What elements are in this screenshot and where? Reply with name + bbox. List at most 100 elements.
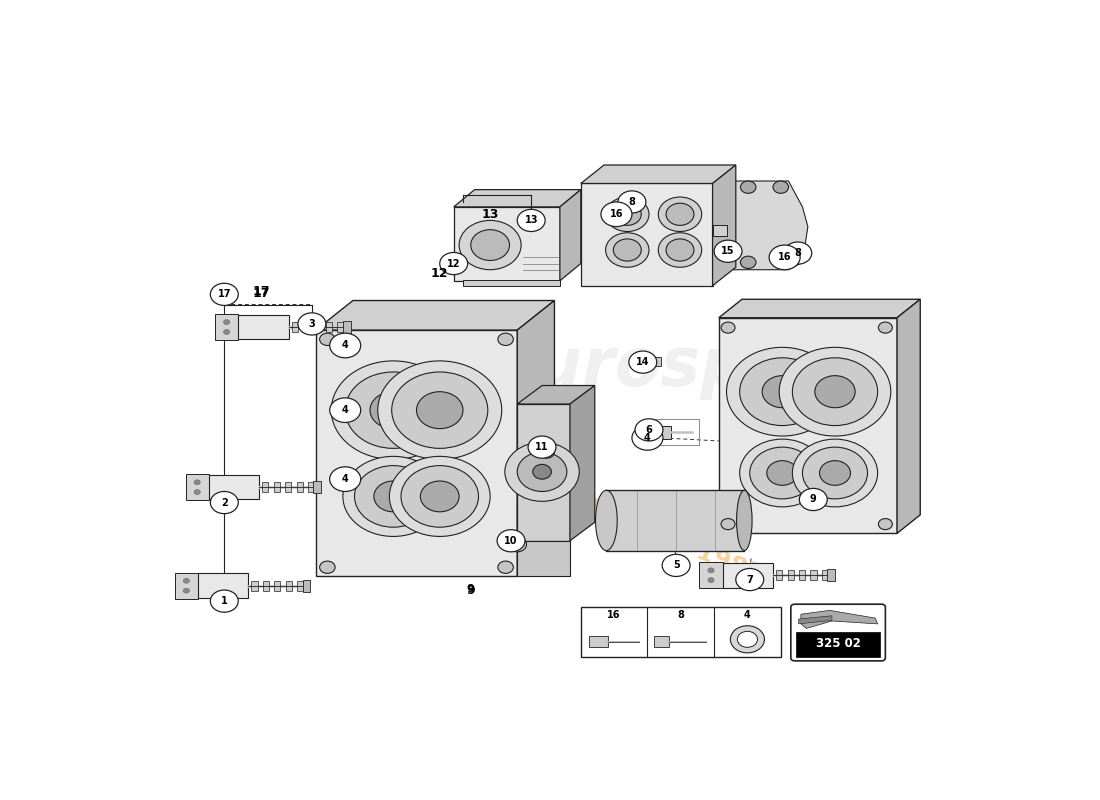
Circle shape (389, 456, 491, 537)
Circle shape (210, 491, 239, 514)
Circle shape (223, 330, 230, 334)
Polygon shape (717, 181, 807, 270)
Circle shape (517, 452, 566, 491)
FancyBboxPatch shape (338, 322, 343, 332)
FancyBboxPatch shape (649, 426, 671, 439)
FancyBboxPatch shape (292, 322, 298, 332)
FancyBboxPatch shape (198, 574, 249, 598)
Text: 4: 4 (744, 610, 751, 620)
FancyBboxPatch shape (648, 357, 661, 366)
Circle shape (532, 464, 551, 479)
Circle shape (879, 322, 892, 333)
FancyBboxPatch shape (285, 482, 292, 492)
Circle shape (769, 245, 800, 270)
Circle shape (194, 490, 200, 494)
Polygon shape (896, 299, 921, 534)
Circle shape (666, 239, 694, 261)
Text: 11: 11 (536, 442, 549, 452)
Text: 16: 16 (778, 252, 791, 262)
FancyBboxPatch shape (343, 321, 351, 333)
Circle shape (722, 518, 735, 530)
Circle shape (726, 347, 838, 436)
Circle shape (658, 197, 702, 231)
Circle shape (517, 210, 546, 231)
FancyBboxPatch shape (274, 581, 280, 590)
Circle shape (739, 439, 825, 507)
Circle shape (815, 376, 855, 408)
FancyBboxPatch shape (214, 314, 239, 340)
FancyBboxPatch shape (286, 581, 292, 590)
Text: 9: 9 (466, 583, 475, 597)
Circle shape (459, 221, 521, 270)
Circle shape (601, 202, 631, 226)
Circle shape (377, 361, 502, 459)
Circle shape (320, 333, 336, 346)
Circle shape (498, 561, 514, 574)
FancyBboxPatch shape (653, 636, 669, 647)
Polygon shape (799, 616, 832, 624)
Polygon shape (570, 386, 595, 541)
FancyBboxPatch shape (796, 631, 880, 657)
Circle shape (528, 436, 556, 458)
Circle shape (792, 358, 878, 426)
Polygon shape (713, 165, 736, 286)
Circle shape (629, 351, 657, 373)
Text: 10: 10 (504, 536, 518, 546)
Polygon shape (560, 190, 581, 281)
FancyBboxPatch shape (239, 314, 288, 339)
Circle shape (354, 466, 432, 527)
Text: 13: 13 (525, 215, 538, 226)
FancyBboxPatch shape (788, 570, 794, 580)
Polygon shape (718, 318, 896, 534)
Text: 13: 13 (482, 208, 498, 221)
Polygon shape (713, 226, 726, 237)
Polygon shape (581, 183, 713, 286)
Circle shape (740, 256, 756, 269)
Text: 16: 16 (607, 610, 620, 620)
Circle shape (343, 456, 443, 537)
Circle shape (392, 372, 487, 448)
Circle shape (330, 398, 361, 422)
Text: 17: 17 (253, 286, 271, 300)
FancyBboxPatch shape (777, 570, 782, 580)
FancyBboxPatch shape (799, 570, 805, 580)
Polygon shape (316, 330, 517, 577)
Circle shape (330, 467, 361, 491)
Circle shape (820, 461, 850, 486)
FancyBboxPatch shape (302, 579, 310, 592)
Circle shape (658, 233, 702, 267)
FancyBboxPatch shape (297, 581, 304, 590)
Circle shape (779, 347, 891, 436)
Text: 8: 8 (628, 197, 636, 207)
Circle shape (194, 480, 200, 485)
FancyBboxPatch shape (175, 573, 198, 598)
Circle shape (618, 191, 646, 213)
Text: 15: 15 (722, 246, 735, 256)
Circle shape (879, 518, 892, 530)
Circle shape (505, 442, 580, 502)
Ellipse shape (737, 490, 752, 550)
Text: 12: 12 (431, 267, 449, 280)
Circle shape (730, 626, 764, 653)
Circle shape (497, 530, 525, 552)
Circle shape (740, 181, 756, 194)
Text: 17: 17 (253, 286, 271, 298)
Text: 5: 5 (673, 560, 680, 570)
Circle shape (792, 439, 878, 507)
Text: 7: 7 (747, 574, 754, 585)
Text: 4: 4 (342, 474, 349, 484)
Circle shape (614, 203, 641, 226)
Circle shape (345, 372, 441, 448)
Text: 8: 8 (678, 610, 684, 620)
Text: 8: 8 (794, 248, 801, 258)
Circle shape (440, 253, 467, 274)
FancyBboxPatch shape (827, 569, 835, 582)
Circle shape (802, 447, 868, 499)
FancyBboxPatch shape (723, 563, 773, 587)
Circle shape (631, 426, 663, 450)
Polygon shape (463, 279, 560, 286)
Circle shape (184, 578, 189, 583)
Circle shape (471, 230, 509, 261)
Circle shape (539, 446, 554, 458)
Circle shape (210, 283, 239, 306)
